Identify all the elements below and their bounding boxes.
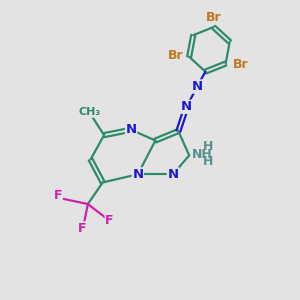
Text: Br: Br (233, 58, 248, 71)
Text: Br: Br (206, 11, 221, 24)
Text: N: N (192, 80, 203, 93)
Text: F: F (105, 214, 114, 227)
Text: F: F (78, 222, 87, 235)
Text: N: N (132, 168, 143, 181)
Text: CH₃: CH₃ (78, 107, 100, 117)
Text: H: H (203, 140, 213, 153)
Text: H: H (203, 155, 213, 168)
Text: N: N (167, 168, 178, 181)
Text: F: F (54, 189, 62, 203)
Text: N: N (125, 123, 136, 136)
Text: N: N (181, 100, 192, 113)
Text: NH: NH (192, 148, 212, 160)
Text: Br: Br (168, 49, 184, 62)
